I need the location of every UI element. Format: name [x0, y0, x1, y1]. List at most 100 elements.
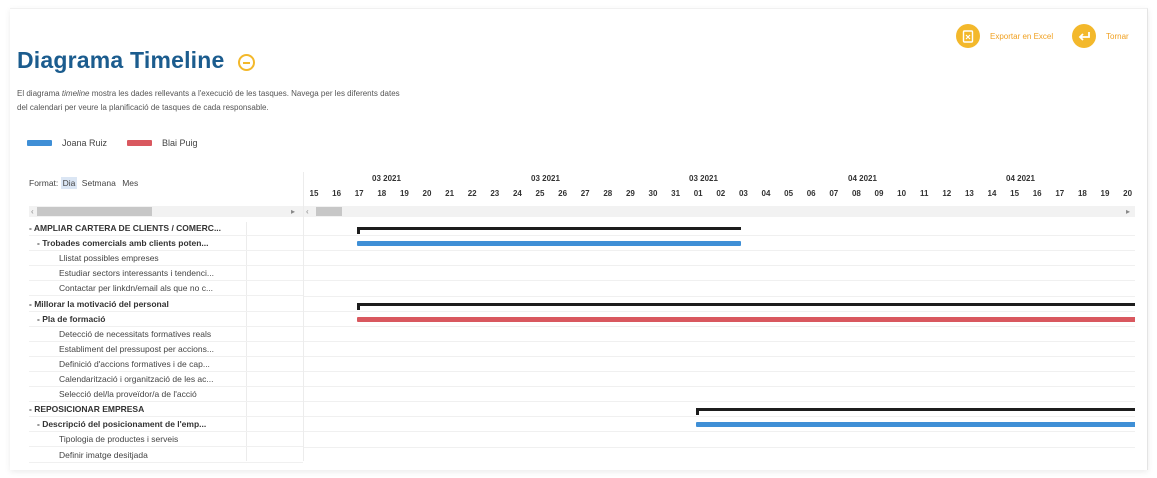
timeline-row-line	[304, 310, 1135, 312]
task-label: - Millorar la motivació del personal	[29, 298, 169, 309]
scroll-right-icon[interactable]: ▸	[1126, 207, 1131, 216]
minus-circle-icon[interactable]	[238, 54, 255, 71]
day-label: 31	[671, 189, 681, 198]
legend-label: Joana Ruiz	[62, 138, 108, 148]
day-label: 17	[1055, 189, 1065, 198]
task-row[interactable]: Definir imatge desitjada	[29, 448, 303, 463]
return-arrow-icon	[1072, 24, 1096, 48]
format-label: Format:	[29, 178, 59, 188]
timeline-row-line	[304, 386, 1135, 388]
task-row[interactable]: - Pla de formació	[29, 312, 303, 327]
task-row[interactable]: - AMPLIAR CARTERA DE CLIENTS / COMERC...	[29, 221, 303, 236]
timeline-row-line	[304, 431, 1135, 433]
export-excel-button[interactable]: Exportar en Excel	[956, 24, 1053, 48]
task-row[interactable]: Calendarització i organització de les ac…	[29, 372, 303, 387]
month-label: 03 2021	[372, 174, 401, 183]
timeline-row-line	[304, 325, 1135, 327]
summary-bar[interactable]	[357, 302, 1135, 310]
task-label: - Pla de formació	[37, 313, 106, 324]
scroll-left-icon[interactable]: ‹	[31, 207, 34, 216]
scroll-right-icon[interactable]: ▸	[291, 207, 296, 216]
page-title: Diagrama Timeline	[17, 47, 225, 73]
format-option-mes[interactable]: Mes	[122, 178, 139, 188]
task-label: Detecció de necessitats formatives reals	[59, 328, 212, 339]
day-label: 29	[625, 189, 635, 198]
task-row[interactable]: Tipologia de productes i serveis	[29, 432, 303, 448]
desc-text-3: del calendari per veure la planificació …	[17, 103, 269, 112]
task-bar[interactable]	[357, 316, 1135, 322]
export-label: Exportar en Excel	[990, 31, 1054, 41]
task-row[interactable]: Estudiar sectors interessants i tendenci…	[29, 266, 303, 282]
task-label: - Trobades comercials amb clients poten.…	[37, 238, 209, 249]
task-bar[interactable]	[696, 422, 1135, 428]
scrollbar-thumb[interactable]	[37, 207, 152, 216]
day-label: 12	[942, 189, 952, 198]
task-list-scrollbar[interactable]: ‹ ▸	[29, 206, 303, 217]
task-label: Tipologia de productes i serveis	[59, 434, 179, 445]
legend-item-blai: Blai Puig	[127, 138, 198, 148]
scroll-left-icon[interactable]: ‹	[306, 207, 309, 216]
day-label: 07	[829, 189, 839, 198]
back-button[interactable]: Tornar	[1072, 24, 1129, 48]
summary-bar[interactable]	[357, 227, 742, 234]
legend-item-joana: Joana Ruiz	[27, 138, 107, 148]
timeline-panel	[10, 8, 1148, 470]
day-label: 28	[603, 189, 613, 198]
day-label: 09	[874, 189, 884, 198]
desc-text-2: mostra les dades rellevants a l'execució…	[89, 89, 400, 98]
legend-swatch-red	[127, 140, 153, 146]
day-label: 04	[761, 189, 771, 198]
task-label: Definir imatge desitjada	[59, 449, 148, 460]
day-label: 22	[467, 189, 477, 198]
format-option-dia[interactable]: Dia	[60, 177, 78, 189]
summary-bar[interactable]	[696, 408, 1135, 416]
task-label: - Descripció del posicionament de l'emp.…	[37, 419, 207, 430]
timeline-row-line	[304, 355, 1135, 357]
day-label: 25	[535, 189, 545, 198]
day-label: 14	[987, 189, 997, 198]
task-label: Llistat possibles empreses	[59, 253, 159, 264]
desc-emphasis: timeline	[61, 89, 90, 98]
task-row[interactable]: Establiment del pressupost per accions..…	[29, 342, 303, 357]
day-label: 03	[738, 189, 748, 198]
task-label: Contactar per linkdn/email als que no c.…	[59, 283, 214, 294]
timeline-row-line	[304, 340, 1135, 342]
task-row[interactable]: - Millorar la motivació del personal	[29, 297, 303, 312]
task-row[interactable]: Llistat possibles empreses	[29, 251, 303, 267]
day-label: 08	[851, 189, 861, 198]
task-bar[interactable]	[357, 241, 742, 247]
task-row[interactable]: Definició d'accions formatives i de cap.…	[29, 357, 303, 372]
legend: Joana Ruiz Blai Puig	[27, 138, 218, 148]
day-label: 11	[919, 189, 929, 198]
month-label: 04 2021	[1006, 174, 1035, 183]
day-label: 20	[1123, 189, 1133, 198]
task-label: Estudiar sectors interessants i tendenci…	[59, 268, 214, 279]
page-description: El diagrama timeline mostra les dades re…	[17, 87, 537, 115]
task-row[interactable]: Contactar per linkdn/email als que no c.…	[29, 281, 303, 297]
task-label: Calendarització i organització de les ac…	[59, 374, 214, 384]
day-label: 13	[964, 189, 974, 198]
day-label: 19	[399, 189, 409, 198]
task-row[interactable]: - Descripció del posicionament de l'emp.…	[29, 417, 303, 433]
timeline-scrollbar[interactable]: ‹ ▸	[304, 206, 1135, 217]
day-label: 02	[716, 189, 726, 198]
task-row[interactable]: - REPOSICIONAR EMPRESA	[29, 402, 303, 418]
task-list: Format: Dia Setmana Mes ‹ ▸ - AMPLIAR CA…	[29, 172, 303, 463]
month-label: 04 2021	[848, 174, 877, 183]
day-label: 19	[1100, 189, 1110, 198]
task-label: - AMPLIAR CARTERA DE CLIENTS / COMERC...	[29, 223, 222, 233]
task-row[interactable]: Selecció del/la proveïdor/a de l'acció	[29, 387, 303, 403]
scrollbar-thumb[interactable]	[316, 207, 342, 216]
format-option-setmana[interactable]: Setmana	[81, 178, 116, 188]
desc-text-1: El diagrama	[17, 89, 62, 98]
back-label: Tornar	[1106, 31, 1129, 41]
legend-swatch-blue	[27, 140, 52, 146]
task-row[interactable]: - Trobades comercials amb clients poten.…	[29, 236, 303, 252]
day-label: 27	[580, 189, 590, 198]
timeline-row-line	[304, 371, 1135, 372]
timeline-row-line	[304, 416, 1135, 418]
timeline-row-line	[304, 265, 1135, 267]
task-row[interactable]: Detecció de necessitats formatives reals	[29, 327, 303, 342]
day-label: 23	[490, 189, 500, 198]
format-selector: Format: Dia Setmana Mes	[29, 177, 140, 189]
